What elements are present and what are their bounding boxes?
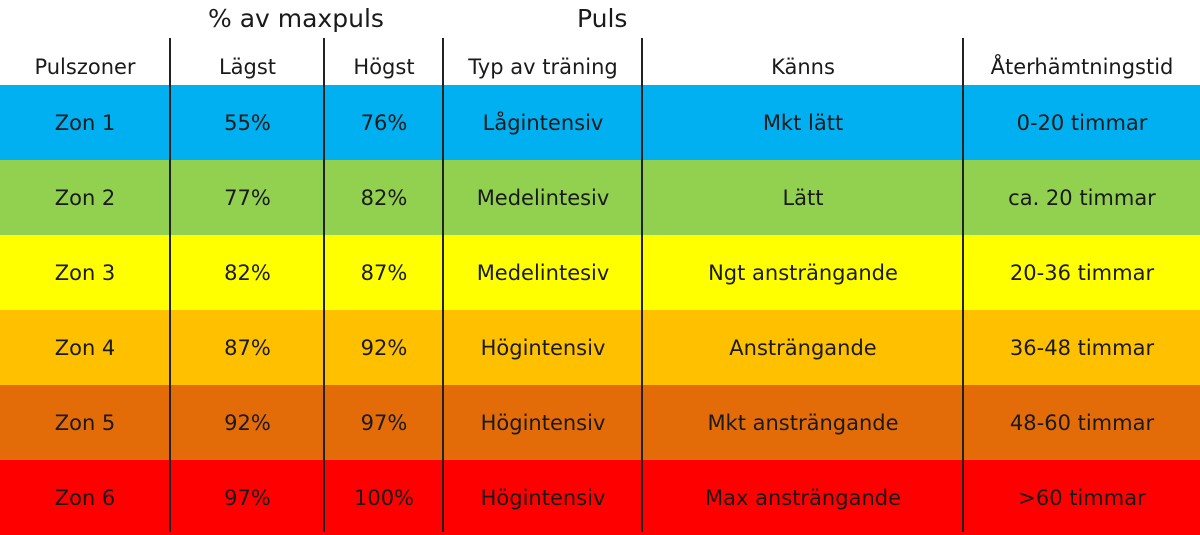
lowest-cell: 77% [224, 185, 271, 210]
lowest-cell: 55% [224, 110, 271, 135]
column-divider [962, 38, 964, 532]
training-type-cell: Högintensiv [480, 485, 606, 510]
zone-cell: Zon 1 [54, 110, 116, 135]
zone-cell: Zon 3 [54, 260, 116, 285]
recovery-time-cell: 20-36 timmar [1009, 260, 1155, 285]
header-pulszoner: Pulszoner [34, 55, 136, 79]
highest-cell: 92% [360, 335, 408, 360]
highest-cell: 82% [360, 185, 408, 210]
training-type-cell: Högintensiv [480, 335, 606, 360]
zone-cell: Zon 6 [54, 485, 116, 510]
training-type-cell: Medelintesiv [476, 185, 610, 210]
max-pulse-percent-title: % av maxpuls [208, 4, 384, 33]
recovery-time-cell: 48-60 timmar [1009, 410, 1155, 435]
table-row: Zon 3 82% 87% Medelintesiv Ngt anstränga… [0, 235, 1200, 310]
training-type-cell: Medelintesiv [476, 260, 610, 285]
table-row: Zon 2 77% 82% Medelintesiv Lätt ca. 20 t… [0, 160, 1200, 235]
highest-cell: 76% [360, 110, 408, 135]
lowest-cell: 92% [224, 410, 271, 435]
column-divider [442, 38, 444, 532]
feels-cell: Ngt ansträngande [708, 260, 898, 285]
recovery-time-cell: 0-20 timmar [1016, 110, 1148, 135]
table-header-row: Pulszoner Lägst Högst Typ av träning Kän… [0, 48, 1200, 86]
feels-cell: Ansträngande [729, 335, 877, 360]
highest-cell: 100% [353, 485, 415, 510]
training-type-cell: Högintensiv [480, 410, 606, 435]
header-typ-av-traning: Typ av träning [468, 55, 618, 79]
header-kanns: Känns [771, 55, 835, 79]
column-divider [323, 38, 325, 532]
feels-cell: Lätt [782, 185, 824, 210]
lowest-cell: 82% [224, 260, 271, 285]
column-divider [641, 38, 643, 532]
pulse-title: Puls [577, 4, 628, 33]
recovery-time-cell: >60 timmar [1018, 485, 1146, 510]
lowest-cell: 87% [224, 335, 271, 360]
feels-cell: Max ansträngande [704, 485, 901, 510]
recovery-time-cell: ca. 20 timmar [1008, 185, 1156, 210]
zone-cell: Zon 2 [54, 185, 116, 210]
recovery-time-cell: 36-48 timmar [1009, 335, 1155, 360]
table-row: Zon 5 92% 97% Högintensiv Mkt ansträngan… [0, 385, 1200, 460]
highest-cell: 87% [360, 260, 408, 285]
zone-cell: Zon 4 [54, 335, 116, 360]
column-divider [169, 38, 171, 532]
table-row: Zon 1 55% 76% Lågintensiv Mkt lätt 0-20 … [0, 85, 1200, 160]
feels-cell: Mkt ansträngande [707, 410, 899, 435]
lowest-cell: 97% [224, 485, 271, 510]
highest-cell: 97% [360, 410, 408, 435]
training-type-cell: Lågintensiv [482, 110, 604, 135]
feels-cell: Mkt lätt [762, 110, 844, 135]
header-hogst: Högst [353, 55, 415, 79]
header-lagst: Lägst [218, 55, 277, 79]
zone-cell: Zon 5 [54, 410, 116, 435]
header-aterhamtningstid: Återhämtningstid [990, 55, 1174, 79]
table-row: Zon 6 97% 100% Högintensiv Max anstränga… [0, 460, 1200, 535]
table-row: Zon 4 87% 92% Högintensiv Ansträngande 3… [0, 310, 1200, 385]
